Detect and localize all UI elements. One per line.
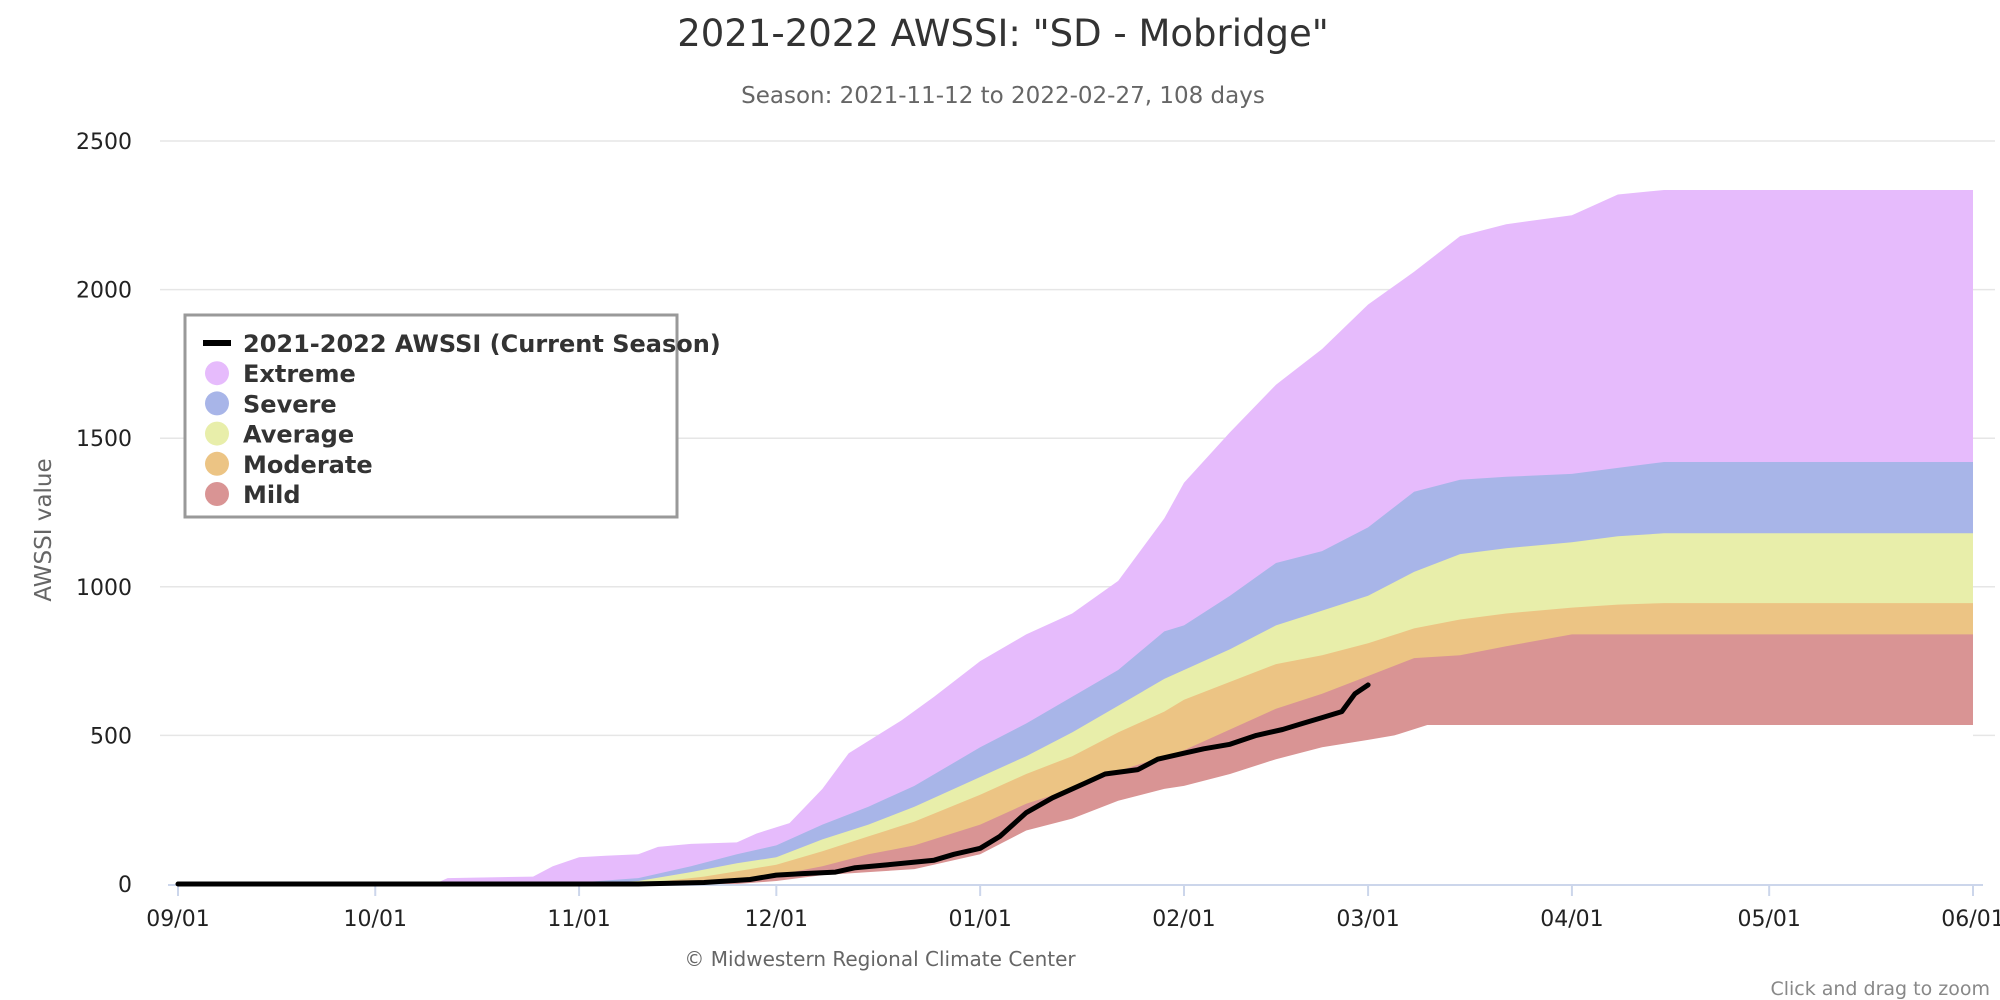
x-tick-label: 01/01 [948, 907, 1011, 932]
x-tick-label: 05/01 [1737, 907, 1800, 932]
legend-label: Severe [243, 390, 337, 418]
zoom-hint: Click and drag to zoom [1770, 978, 1990, 1000]
chart-title: 2021-2022 AWSSI: "SD - Mobridge" [677, 12, 1329, 55]
x-tick-label: 02/01 [1152, 907, 1215, 932]
x-tick-label: 06/01 [1941, 907, 2000, 932]
current-season-layer[interactable] [175, 682, 1371, 887]
y-tick-label: 0 [118, 873, 132, 898]
legend-dot-symbol [205, 391, 229, 416]
y-tick-label: 2500 [76, 130, 132, 155]
legend-item[interactable]: Severe [205, 390, 337, 418]
legend-label: Extreme [243, 360, 356, 388]
legend-label: Moderate [243, 451, 373, 479]
x-tick-label: 04/01 [1540, 907, 1603, 932]
legend-box [183, 313, 679, 519]
series-current-season[interactable] [175, 682, 1371, 887]
legend-dot-symbol [205, 361, 229, 386]
legend-dot-symbol [205, 482, 229, 506]
chart-subtitle: Season: 2021-11-12 to 2022-02-27, 108 da… [741, 83, 1265, 109]
x-tick-label: 11/01 [547, 907, 610, 932]
y-tick-label: 2000 [76, 279, 132, 304]
y-tick-label: 1000 [76, 576, 132, 601]
y-tick-label: 500 [90, 724, 132, 749]
x-tick-label: 12/01 [745, 907, 808, 932]
legend-item[interactable]: 2021-2022 AWSSI (Current Season) [203, 330, 721, 358]
legend-item[interactable]: Moderate [205, 451, 373, 479]
legend-label: Mild [243, 481, 301, 509]
legend-item[interactable]: Mild [205, 481, 301, 509]
y-tick-label: 1500 [76, 427, 132, 452]
x-tick-label: 03/01 [1336, 907, 1399, 932]
x-tick-label: 09/01 [146, 907, 209, 932]
legend-label: 2021-2022 AWSSI (Current Season) [243, 330, 721, 358]
band-base [178, 725, 1973, 884]
legend-item[interactable]: Average [205, 421, 354, 449]
y-axis-title: AWSSI value [31, 458, 57, 601]
percentile-bands [178, 190, 1973, 884]
legend-dot-symbol [205, 451, 229, 476]
x-tick-label: 10/01 [344, 907, 407, 932]
legend-item[interactable]: Extreme [205, 360, 356, 388]
credit-text[interactable]: © Midwestern Regional Climate Center [684, 947, 1076, 971]
legend[interactable]: 2021-2022 AWSSI (Current Season)ExtremeS… [183, 313, 721, 519]
legend-label: Average [243, 421, 354, 449]
legend-dot-symbol [205, 421, 229, 446]
axes: 0 500 1000 1500 2000 2500 09/01 10/01 11/01 12/01… [76, 130, 2000, 932]
